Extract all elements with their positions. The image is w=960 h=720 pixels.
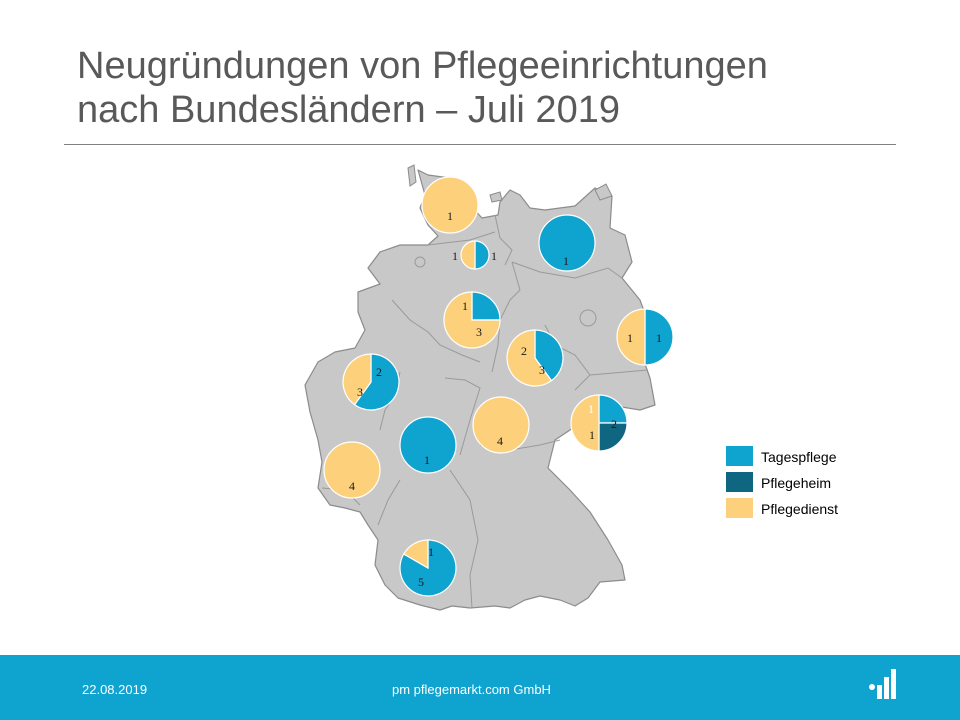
pie-hessen: 1 xyxy=(399,416,457,474)
pie-rheinland-pfalz: 4 xyxy=(323,441,381,499)
pie-thueringen: 4 xyxy=(472,396,530,454)
berlin-outline xyxy=(579,309,597,327)
pie-baden-wuerttemberg: 51 xyxy=(399,539,457,597)
footer-company: pm pflegemarkt.com GmbH xyxy=(392,682,551,697)
border-ni-nrw xyxy=(391,299,481,363)
pie-label-sachsen-tagespflege: 1 xyxy=(589,428,595,442)
border-rp-bw xyxy=(377,479,401,526)
title-line-1: Neugründungen von Pflegeeinrichtungen xyxy=(77,45,768,87)
pie-slice-sachsen-anhalt-pflegedienst xyxy=(506,329,553,387)
border-ni-bb xyxy=(509,261,521,301)
pie-brandenburg: 11 xyxy=(616,308,674,366)
pie-slice-hamburg-tagespflege xyxy=(474,240,490,270)
pie-label-mecklenburg-vorpommern-tagespflege: 1 xyxy=(563,254,569,268)
island-ruegen xyxy=(594,183,613,201)
legend-label-tagespflege: Tagespflege xyxy=(761,449,837,465)
pie-slice-sachsen-tagespflege xyxy=(598,394,628,424)
pie-slice-baden-wuerttemberg-pflegedienst xyxy=(402,539,429,570)
pie-label-baden-wuerttemberg-pflegedienst: 1 xyxy=(428,545,434,559)
pie-label-niedersachsen-tagespflege: 1 xyxy=(462,299,468,313)
pie-slice-thueringen-pflegedienst xyxy=(472,396,530,454)
pflegemarkt-logo-icon xyxy=(869,669,896,699)
pie-slice-hessen-tagespflege xyxy=(399,416,457,474)
pie-sachsen: 1 1 2 xyxy=(570,394,628,452)
pie-slice-niedersachsen-pflegedienst xyxy=(443,291,501,349)
pie-slice-nordrhein-westfalen-tagespflege xyxy=(353,353,400,411)
pie-label-sachsen-anhalt-tagespflege: 2 xyxy=(521,344,527,358)
pie-slice-sachsen-anhalt-tagespflege xyxy=(534,329,564,382)
border-he-th xyxy=(444,377,481,456)
legend-label-pflegeheim: Pflegeheim xyxy=(761,475,832,491)
legend-label-pflegedienst: Pflegedienst xyxy=(761,501,839,517)
pie-slice-brandenburg-pflegedienst xyxy=(616,308,646,366)
pie-label-thueringen-pflegedienst: 4 xyxy=(497,434,503,448)
island-fehmarn xyxy=(489,191,503,203)
pie-label-schleswig-holstein-pflegedienst: 1 xyxy=(447,209,453,223)
pie-mecklenburg-vorpommern: 1 xyxy=(538,214,596,272)
border-ni-sa xyxy=(491,299,511,373)
pie-slice-schleswig-holstein-pflegedienst xyxy=(421,176,479,234)
legend-swatch-pflegedienst xyxy=(726,498,753,518)
footer-date: 22.08.2019 xyxy=(82,682,148,697)
pie-label-niedersachsen-pflegedienst: 3 xyxy=(476,325,482,339)
pie-slice-sachsen-pflegedienst xyxy=(570,394,600,452)
border-mv-bb xyxy=(511,261,623,279)
germany-shape xyxy=(304,169,656,611)
slide-title: Neugründungen von Pflegeeinrichtungen na… xyxy=(77,44,897,132)
legend-swatch-pflegeheim xyxy=(726,472,753,492)
border-bw-by xyxy=(449,469,479,609)
border-mv-west xyxy=(494,214,513,266)
pie-slice-sachsen-pflegeheim xyxy=(598,422,628,452)
pie-label-hessen-tagespflege: 1 xyxy=(424,453,430,467)
pie-label-sachsen-pflegedienst: 2 xyxy=(611,417,617,431)
pie-label-nordrhein-westfalen-tagespflege: 3 xyxy=(357,385,363,399)
island-sylt xyxy=(407,164,417,187)
pie-schleswig-holstein: 1 xyxy=(421,176,479,234)
pie-label-hamburg-pflegedienst: 1 xyxy=(491,249,497,263)
title-divider xyxy=(64,144,896,145)
pie-sachsen-anhalt: 23 xyxy=(506,329,564,387)
legend-swatch-tagespflege xyxy=(726,446,753,466)
border-sh-south xyxy=(427,231,496,246)
pie-slice-mecklenburg-vorpommern-tagespflege xyxy=(538,214,596,272)
pie-label-nordrhein-westfalen-pflegedienst: 2 xyxy=(376,365,382,379)
pie-slice-rheinland-pfalz-pflegedienst xyxy=(323,441,381,499)
germany-outline xyxy=(304,164,656,611)
pie-slice-hamburg-pflegedienst xyxy=(460,240,476,270)
title-line-2: nach Bundesländern – Juli 2019 xyxy=(77,89,620,131)
pie-slice-nordrhein-westfalen-pflegedienst xyxy=(342,353,372,406)
pie-label-brandenburg-tagespflege: 1 xyxy=(656,331,662,345)
pie-slice-brandenburg-tagespflege xyxy=(644,308,674,366)
bremen-outline xyxy=(414,256,426,268)
pie-slice-niedersachsen-tagespflege xyxy=(471,291,501,321)
footer-bar: 22.08.2019 pm pflegemarkt.com GmbH xyxy=(0,655,960,720)
border-bb-sn xyxy=(589,369,649,376)
pie-label-rheinland-pfalz-pflegedienst: 4 xyxy=(349,479,355,493)
pie-label-baden-wuerttemberg-tagespflege: 5 xyxy=(418,575,424,589)
pie-nordrhein-westfalen: 32 xyxy=(342,353,400,411)
pie-label-hamburg-tagespflege: 1 xyxy=(452,249,458,263)
pie-label-brandenburg-pflegedienst: 1 xyxy=(627,331,633,345)
pie-niedersachsen: 13 xyxy=(443,291,501,349)
pie-label-sachsen-anhalt-pflegedienst: 3 xyxy=(539,363,545,377)
pie-label-sachsen-pflegeheim: 1 xyxy=(588,402,594,416)
